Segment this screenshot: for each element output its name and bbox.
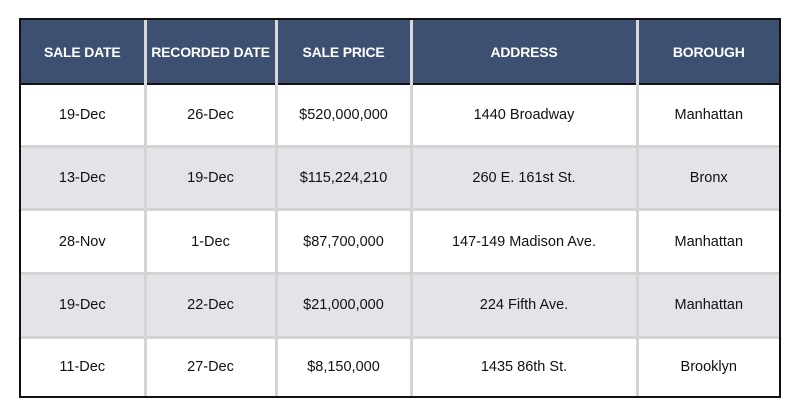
table-header: SALE DATE RECORDED DATE SALE PRICE ADDRE… [21,20,779,85]
cell-address: 1440 Broadway [409,84,637,147]
header-row: SALE DATE RECORDED DATE SALE PRICE ADDRE… [21,20,779,85]
table-row: 28-Nov 1-Dec $87,700,000 147-149 Madison… [21,208,779,274]
cell-sale-date: 11-Dec [21,335,145,396]
header-address: ADDRESS [409,20,637,85]
cell-borough: Manhattan [635,272,779,338]
cell-address: 260 E. 161st St. [409,144,637,210]
cell-recorded-date: 19-Dec [143,144,276,210]
header-sale-date: SALE DATE [21,20,145,85]
cell-address: 147-149 Madison Ave. [409,208,637,274]
header-recorded-date: RECORDED DATE [143,20,276,85]
cell-recorded-date: 22-Dec [143,272,276,338]
cell-sale-price: $87,700,000 [274,208,411,274]
cell-borough: Manhattan [635,208,779,274]
cell-borough: Manhattan [635,84,779,147]
table-row: 13-Dec 19-Dec $115,224,210 260 E. 161st … [21,144,779,210]
cell-address: 224 Fifth Ave. [409,272,637,338]
cell-borough: Brooklyn [635,335,779,396]
table-row: 19-Dec 22-Dec $21,000,000 224 Fifth Ave.… [21,272,779,338]
cell-sale-date: 19-Dec [21,272,145,338]
table-body: 19-Dec 26-Dec $520,000,000 1440 Broadway… [21,84,779,396]
cell-sale-date: 28-Nov [21,208,145,274]
cell-recorded-date: 27-Dec [143,335,276,396]
cell-recorded-date: 26-Dec [143,84,276,147]
cell-sale-date: 19-Dec [21,84,145,147]
sales-table-container: SALE DATE RECORDED DATE SALE PRICE ADDRE… [19,18,781,398]
cell-sale-price: $115,224,210 [274,144,411,210]
table-row: 19-Dec 26-Dec $520,000,000 1440 Broadway… [21,84,779,147]
cell-recorded-date: 1-Dec [143,208,276,274]
cell-address: 1435 86th St. [409,335,637,396]
cell-borough: Bronx [635,144,779,210]
cell-sale-price: $21,000,000 [274,272,411,338]
header-borough: BOROUGH [635,20,779,85]
header-sale-price: SALE PRICE [274,20,411,85]
sales-table: SALE DATE RECORDED DATE SALE PRICE ADDRE… [21,20,779,396]
cell-sale-price: $520,000,000 [274,84,411,147]
cell-sale-price: $8,150,000 [274,335,411,396]
table-row: 11-Dec 27-Dec $8,150,000 1435 86th St. B… [21,335,779,396]
cell-sale-date: 13-Dec [21,144,145,210]
